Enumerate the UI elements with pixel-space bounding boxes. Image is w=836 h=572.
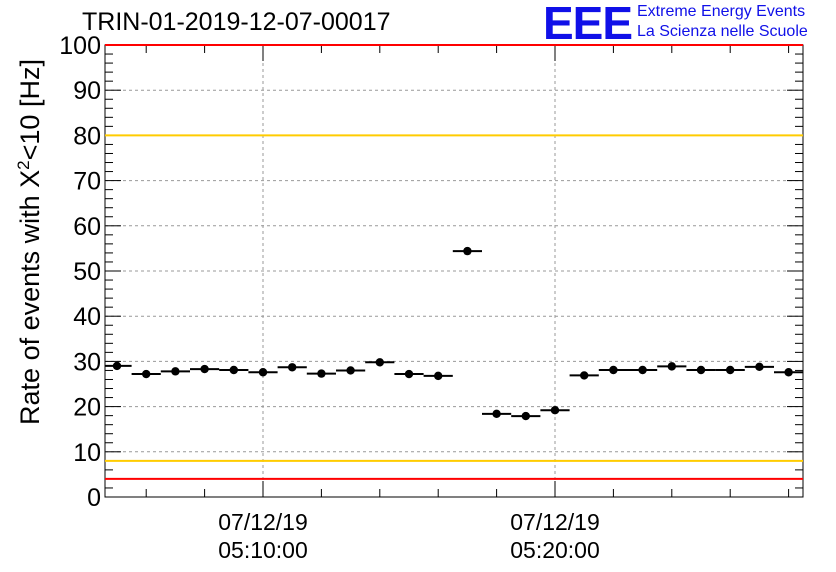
chart-title: TRIN-01-2019-12-07-00017 xyxy=(82,8,391,36)
data-point xyxy=(638,365,647,375)
logo-text-line2: La Scienza nelle Scuole xyxy=(637,23,808,40)
y-tick-label: 60 xyxy=(73,213,101,241)
y-tick-label: 20 xyxy=(73,394,101,422)
logo-text-line1: Extreme Energy Events xyxy=(637,3,806,20)
data-point xyxy=(171,367,180,376)
data-point xyxy=(258,368,268,377)
data-point xyxy=(346,366,355,375)
y-tick-label: 50 xyxy=(73,258,101,286)
data-point xyxy=(375,358,384,367)
y-tick-label: 90 xyxy=(73,77,101,105)
x-tick-label-date: 07/12/19 xyxy=(510,509,600,535)
data-point xyxy=(434,371,443,381)
y-tick-label: 10 xyxy=(73,439,101,467)
data-point xyxy=(317,369,326,378)
data-point xyxy=(404,369,414,379)
y-tick-label: 70 xyxy=(73,168,101,196)
y-tick-label: 30 xyxy=(73,348,101,376)
y-tick-label: 0 xyxy=(87,484,101,512)
data-point xyxy=(696,365,706,375)
data-point xyxy=(667,362,676,371)
eee-logo: EEE xyxy=(543,0,633,49)
data-point xyxy=(142,369,151,379)
y-tick-label: 100 xyxy=(59,32,101,60)
x-tick-label-date: 07/12/19 xyxy=(218,509,308,535)
data-point xyxy=(755,362,764,372)
data-point xyxy=(609,365,618,375)
data-point xyxy=(521,411,530,421)
data-point xyxy=(492,409,501,419)
data-point xyxy=(288,363,297,372)
x-tick-label-time: 05:10:00 xyxy=(218,537,308,563)
data-point xyxy=(550,406,560,415)
data-point xyxy=(580,371,589,380)
x-tick-label-time: 05:20:00 xyxy=(510,537,600,563)
data-point xyxy=(200,364,209,374)
y-tick-label: 80 xyxy=(73,122,101,150)
data-point xyxy=(784,368,793,377)
y-tick-label: 40 xyxy=(73,303,101,331)
data-point xyxy=(229,365,238,375)
y-axis-label: Rate of events with X2<10 [Hz] xyxy=(14,59,45,425)
data-point xyxy=(112,361,122,371)
data-point xyxy=(463,246,472,256)
data-point xyxy=(726,365,735,375)
